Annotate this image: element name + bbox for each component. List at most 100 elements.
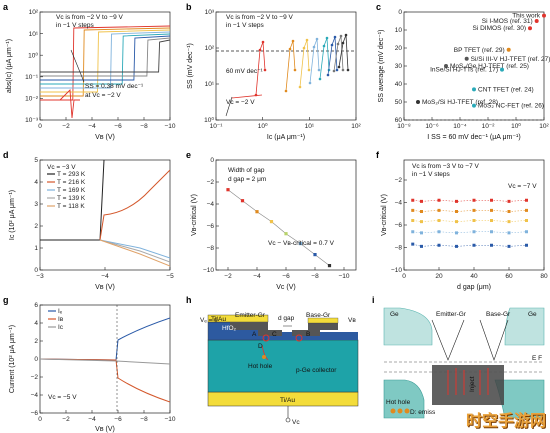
panel-a-ann2: in −1 V steps	[56, 22, 95, 29]
h-spot-b	[295, 334, 303, 342]
panel-b-yticks: 10³ 10² 10¹ 10⁰	[204, 9, 219, 124]
b-point	[258, 48, 262, 52]
c-point-label: Si I-MOS (ref. 31)	[482, 18, 533, 25]
c-xtick-label: 10⁻²	[482, 123, 496, 130]
b-trend	[231, 94, 263, 99]
h-b: B	[306, 331, 310, 338]
b-xtick-label: 10⁻¹	[210, 123, 224, 130]
f-point	[420, 231, 423, 235]
g-xtick-label: −2	[62, 416, 70, 423]
panel-g-curves	[40, 305, 170, 413]
f-series-line	[412, 243, 527, 247]
g-ytick-label: 4	[34, 320, 38, 327]
panel-e-xticks: −2 −4 −6 −8 −10	[224, 267, 350, 280]
f-point	[507, 231, 511, 235]
i-ge-left-band	[383, 307, 433, 346]
b-point	[284, 89, 288, 93]
a-curve	[40, 39, 170, 73]
c-point	[472, 103, 476, 108]
c-point	[506, 47, 511, 52]
f-point	[411, 198, 415, 202]
f-series-line	[412, 231, 527, 234]
d-ytick-label: 0	[34, 267, 38, 274]
f-point	[490, 208, 493, 212]
f-point	[472, 230, 476, 234]
b-point	[341, 68, 345, 72]
panel-d-yticks: 5 4 3 2 1 0	[34, 157, 43, 274]
h-hole-dot	[262, 355, 266, 359]
b-point	[322, 44, 326, 48]
h-vb: Vʙ	[348, 317, 356, 324]
panel-d-ylabel: Iᴄ (10² μA μm⁻¹)	[9, 190, 16, 240]
e-xtick-label: −4	[253, 273, 261, 280]
panel-a-ann3: SS = 0.38 mV dec⁻¹	[85, 83, 144, 90]
e-point	[298, 242, 303, 246]
c-xtick-label: 10⁰	[511, 122, 521, 130]
i-emission: D: emiss	[410, 409, 436, 416]
c-point	[416, 100, 420, 104]
f-point	[411, 219, 415, 222]
c-point-label: Si DIMOS (ref. 30)	[473, 25, 526, 32]
panel-f-yticks: −2 −4 −6 −8 −10	[391, 177, 407, 274]
b-point	[333, 35, 337, 39]
panel-f: f −2−4−6−8−10 0 20 40 60 80 Vʙ-critical (V) …	[376, 150, 548, 291]
i-base: Base-Gr	[486, 311, 511, 318]
panel-g: g 6 4 2 0 −2 −4 −6 0 −2 −4 −6 −8 −10 Current (10² μ…	[3, 295, 176, 433]
a-xtick-label: −10	[164, 123, 175, 130]
panel-b-xlabel: Iᴄ (μA μm⁻¹)	[267, 134, 305, 141]
f-series-line	[412, 220, 527, 222]
panel-a-curves	[40, 25, 170, 119]
i-base-cone	[479, 319, 509, 361]
e-ytick-label: −10	[203, 267, 214, 274]
panel-g-ylabel: Current (10² μA μm⁻¹)	[9, 325, 16, 393]
panel-i: i Ge Emitter-Gr Base-Gr Ge E F Hot hole …	[372, 295, 545, 419]
g-ytick-label: 0	[34, 356, 38, 363]
f-point	[472, 198, 476, 202]
h-ve: Vₑ = 0	[200, 317, 218, 324]
b-point	[346, 68, 350, 72]
g-ytick-label: −6	[31, 410, 39, 417]
d-legend-entry: T = 139 K	[57, 195, 86, 202]
c-ytick-label: 30	[395, 63, 403, 70]
b-point	[308, 81, 312, 85]
g-ytick-label: −4	[31, 392, 39, 399]
f-point	[490, 219, 493, 222]
b-point	[335, 68, 339, 72]
b-point	[291, 39, 295, 43]
f-point	[420, 199, 423, 203]
c-xtick-label: 10²	[539, 123, 549, 130]
panel-a-xlabel: Vʙ (V)	[95, 134, 115, 141]
panel-b-xticks: 10⁻¹ 10⁰ 10¹ 10²	[210, 117, 362, 130]
watermark: 时空手游网	[465, 411, 546, 430]
e-point	[226, 188, 230, 192]
panel-b-arrow	[225, 96, 233, 117]
c-point-label: BP TFET (ref. 29)	[454, 47, 505, 54]
d-curve	[99, 239, 170, 263]
g-ytick-label: −2	[31, 374, 39, 381]
f-point	[455, 199, 458, 203]
f-point	[437, 198, 441, 202]
i-gap-region	[432, 365, 504, 405]
c-point	[464, 56, 469, 61]
panel-b-ylabel: SS (mV dec⁻¹)	[187, 43, 194, 89]
e-line	[227, 189, 330, 266]
e-xtick-label: −10	[338, 273, 349, 280]
f-point	[507, 210, 511, 213]
i-injection: Inject	[469, 376, 476, 392]
e-ytick-label: −2	[207, 179, 215, 186]
c-point	[534, 19, 539, 23]
g-xtick-label: −8	[140, 416, 148, 423]
h-tiau-bottom: Ti/Au	[280, 397, 295, 404]
b-point	[305, 38, 309, 42]
h-hole-path	[261, 344, 269, 361]
b-point	[298, 85, 302, 89]
c-point	[472, 87, 476, 92]
b-point	[307, 68, 311, 72]
f-ytick-label: −6	[395, 222, 403, 229]
a-curve	[40, 27, 170, 97]
h-c: C	[272, 331, 277, 338]
panel-e-ann2: d gap = 2 μm	[228, 176, 266, 183]
d-xtick-label: −3	[36, 273, 44, 280]
panel-d-xlabel: Vʙ (V)	[95, 284, 115, 291]
g-ytick-label: 6	[34, 302, 38, 309]
